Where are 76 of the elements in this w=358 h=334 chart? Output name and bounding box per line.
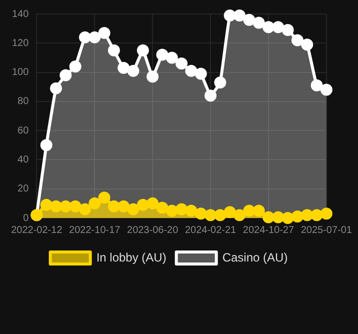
y-tick-label: 20: [18, 184, 30, 195]
point: [204, 90, 217, 102]
y-tick-label: 120: [12, 38, 30, 49]
point: [40, 198, 52, 211]
point: [243, 14, 256, 26]
point: [118, 200, 130, 212]
point: [166, 204, 178, 217]
point: [60, 69, 72, 82]
legend-label: In lobby (AU): [96, 250, 166, 264]
y-tick-label: 80: [18, 96, 30, 108]
point: [108, 200, 120, 212]
point: [272, 211, 284, 224]
point: [69, 200, 82, 212]
point: [98, 192, 110, 204]
point: [40, 139, 52, 152]
y-tick-label: 40: [18, 154, 30, 166]
point: [108, 44, 120, 56]
point: [50, 200, 62, 212]
x-tick-label: 2024-02-21: [184, 224, 237, 236]
point: [176, 203, 188, 216]
y-tick-label: 100: [12, 67, 30, 78]
x-tick-label: 2025-07-01: [300, 224, 352, 236]
point: [69, 60, 82, 72]
point: [156, 48, 168, 61]
point: [194, 68, 207, 80]
point: [60, 200, 72, 212]
point: [320, 208, 332, 220]
x-tick-label: 2022-10-17: [69, 224, 121, 236]
legend-label: Casino (AU): [222, 250, 288, 264]
point: [166, 52, 178, 64]
point: [252, 16, 265, 29]
point: [88, 31, 101, 44]
point: [310, 79, 323, 92]
point: [185, 204, 198, 217]
point: [291, 210, 304, 223]
point: [291, 34, 304, 46]
point: [50, 82, 62, 94]
point: [262, 21, 274, 34]
point: [127, 64, 140, 77]
point: [176, 58, 188, 70]
point: [224, 206, 236, 218]
point: [234, 209, 246, 222]
point: [136, 44, 149, 56]
x-tick-label: 2023-06-20: [127, 224, 179, 236]
point: [310, 209, 323, 222]
point: [194, 208, 207, 220]
point: [262, 211, 274, 224]
point: [301, 209, 314, 222]
point: [146, 197, 159, 210]
point: [136, 198, 149, 211]
point: [214, 76, 226, 88]
point: [224, 9, 236, 22]
point: [88, 197, 101, 210]
point: [204, 209, 217, 222]
point: [243, 204, 256, 217]
point: [214, 209, 226, 222]
point: [127, 203, 140, 216]
x-tick-label: 2022-02-12: [11, 224, 63, 236]
point: [301, 38, 314, 51]
x-tick-label: 2024-10-27: [242, 224, 294, 236]
point: [98, 26, 110, 39]
point: [185, 64, 198, 77]
point: [272, 21, 284, 34]
y-tick-label: 140: [12, 8, 30, 20]
point: [156, 202, 168, 214]
point: [78, 31, 91, 44]
point: [282, 24, 294, 36]
point: [282, 212, 294, 224]
point: [252, 204, 265, 217]
y-tick-label: 60: [18, 125, 30, 136]
point: [320, 84, 332, 96]
point: [118, 62, 130, 74]
point: [234, 9, 246, 22]
point: [78, 203, 91, 216]
point: [146, 70, 159, 83]
y-tick-label: 0: [23, 212, 30, 224]
